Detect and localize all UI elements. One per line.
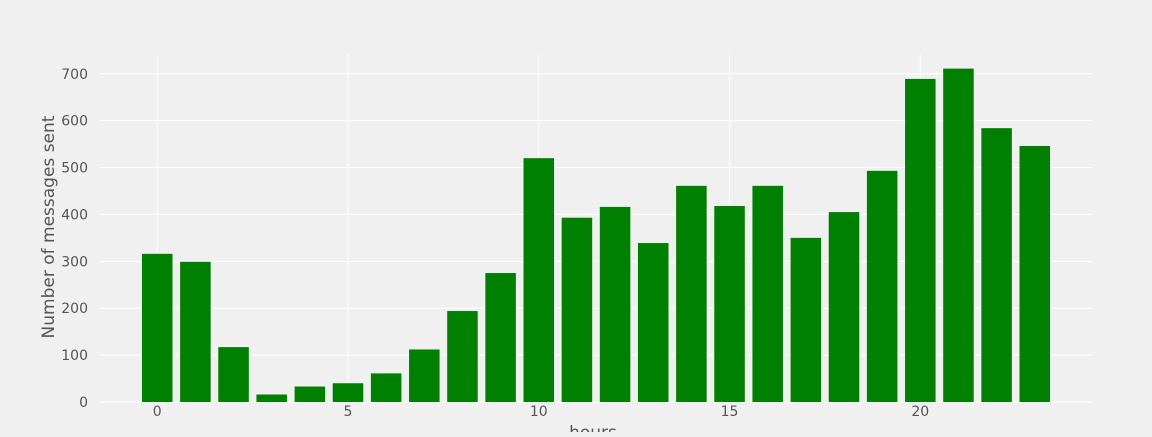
y-tick-label: 700 — [61, 67, 88, 83]
x-tick-label: 10 — [530, 404, 548, 420]
y-tick-label: 300 — [61, 254, 88, 270]
bar-hour-10 — [523, 158, 555, 402]
bar-hour-3 — [256, 394, 287, 402]
bar-hour-18 — [828, 212, 860, 402]
bar-hour-14 — [676, 185, 707, 402]
bar-layer — [141, 68, 1051, 403]
bar-hour-5 — [332, 383, 364, 402]
bar-hour-22 — [981, 128, 1012, 402]
y-tick-label: 400 — [61, 207, 88, 223]
x-tick-label: 20 — [911, 404, 929, 420]
bar-hour-8 — [447, 311, 478, 402]
bar-hour-15 — [714, 205, 745, 402]
x-tick-label: 15 — [721, 404, 739, 420]
bar-hour-19 — [866, 170, 898, 402]
y-tick-label: 200 — [61, 301, 88, 317]
bar-hour-0 — [141, 253, 173, 402]
bar-hour-4 — [294, 386, 326, 402]
y-tick-label: 600 — [61, 114, 88, 130]
bar-hour-11 — [561, 217, 593, 402]
y-tick-label: 100 — [61, 348, 88, 364]
bar-hour-9 — [485, 273, 516, 402]
bar-hour-2 — [218, 347, 249, 402]
bar-hour-17 — [790, 237, 822, 402]
y-axis-label: Number of messages sent — [39, 115, 59, 338]
x-tick-label: 0 — [153, 404, 162, 420]
bar-hour-7 — [409, 349, 440, 402]
y-tick-label: 500 — [61, 161, 88, 177]
bar-hour-20 — [905, 78, 936, 403]
x-tick-label: 5 — [344, 404, 353, 420]
y-tick-label: 0 — [79, 395, 88, 411]
bar-hour-6 — [370, 373, 402, 402]
bar-hour-21 — [943, 68, 974, 403]
bar-hour-23 — [1019, 145, 1051, 402]
bar-hour-12 — [599, 206, 631, 402]
bar-hour-16 — [752, 185, 783, 402]
x-axis-label: hours — [569, 423, 617, 432]
bar-hour-13 — [637, 243, 669, 402]
tick-layer: 0 100 200 300 400 500 600 700 0 5 10 15 20 — [61, 67, 929, 420]
bar-hour-1 — [180, 261, 211, 402]
